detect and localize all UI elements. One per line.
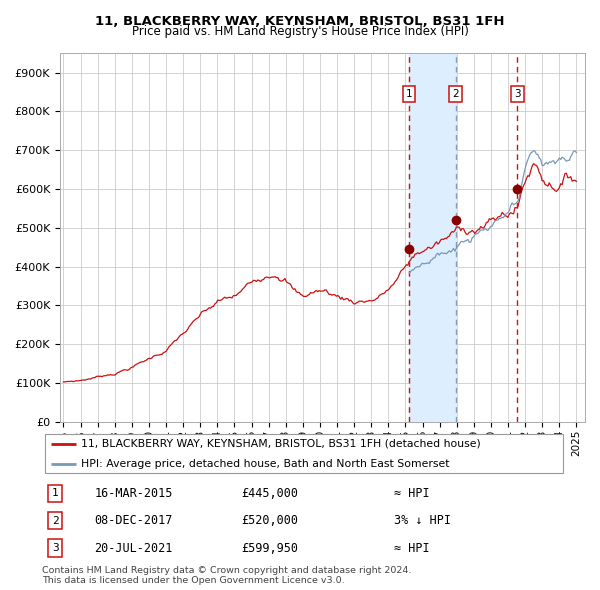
Text: 20-JUL-2021: 20-JUL-2021 xyxy=(95,542,173,555)
FancyBboxPatch shape xyxy=(44,434,563,473)
Text: 1: 1 xyxy=(52,489,59,499)
Bar xyxy=(409,53,455,422)
Text: £445,000: £445,000 xyxy=(241,487,299,500)
Text: HPI: Average price, detached house, Bath and North East Somerset: HPI: Average price, detached house, Bath… xyxy=(82,459,450,469)
Text: £599,950: £599,950 xyxy=(241,542,299,555)
Text: ≈ HPI: ≈ HPI xyxy=(394,542,430,555)
Text: 3% ↓ HPI: 3% ↓ HPI xyxy=(394,514,451,527)
Text: 11, BLACKBERRY WAY, KEYNSHAM, BRISTOL, BS31 1FH (detached house): 11, BLACKBERRY WAY, KEYNSHAM, BRISTOL, B… xyxy=(82,438,481,448)
Text: 3: 3 xyxy=(514,89,521,99)
Text: 2: 2 xyxy=(52,516,59,526)
Text: 08-DEC-2017: 08-DEC-2017 xyxy=(95,514,173,527)
Text: 3: 3 xyxy=(52,543,59,553)
Text: 11, BLACKBERRY WAY, KEYNSHAM, BRISTOL, BS31 1FH: 11, BLACKBERRY WAY, KEYNSHAM, BRISTOL, B… xyxy=(95,15,505,28)
Text: 16-MAR-2015: 16-MAR-2015 xyxy=(95,487,173,500)
Text: 1: 1 xyxy=(406,89,412,99)
Text: 2: 2 xyxy=(452,89,459,99)
Text: ≈ HPI: ≈ HPI xyxy=(394,487,430,500)
Text: £520,000: £520,000 xyxy=(241,514,299,527)
Text: Price paid vs. HM Land Registry's House Price Index (HPI): Price paid vs. HM Land Registry's House … xyxy=(131,25,469,38)
Text: Contains HM Land Registry data © Crown copyright and database right 2024.: Contains HM Land Registry data © Crown c… xyxy=(42,566,412,575)
Text: This data is licensed under the Open Government Licence v3.0.: This data is licensed under the Open Gov… xyxy=(42,576,344,585)
